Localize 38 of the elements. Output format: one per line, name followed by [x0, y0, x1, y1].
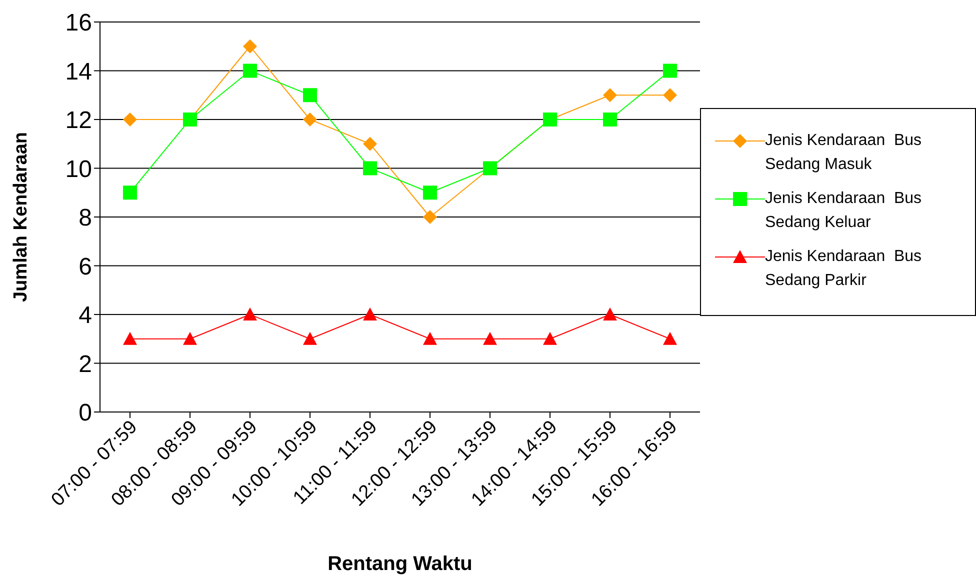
point	[423, 210, 437, 224]
y-tick-label: 8	[78, 204, 92, 232]
point	[603, 88, 617, 102]
legend-label: Jenis Kendaraan Bus Sedang Keluar	[765, 189, 923, 233]
y-tick-label: 10	[65, 156, 92, 183]
y-tick-label: 6	[78, 253, 92, 280]
y-tick-label: 0	[78, 400, 92, 427]
point	[123, 186, 137, 200]
point	[543, 332, 557, 345]
point	[243, 39, 257, 54]
point	[243, 64, 257, 78]
y-tick-label: 12	[65, 107, 92, 134]
point	[603, 308, 617, 320]
point	[363, 136, 377, 151]
y-tick-label: 4	[78, 302, 92, 330]
point	[423, 332, 437, 345]
x-axis-title: Rentang Waktu	[328, 553, 472, 575]
point	[303, 332, 317, 345]
point	[483, 332, 497, 345]
point	[363, 161, 377, 176]
point	[363, 308, 377, 320]
y-tick-label: 2	[78, 350, 92, 378]
point	[123, 112, 137, 126]
point	[183, 332, 197, 345]
point	[303, 112, 317, 126]
point	[603, 112, 617, 126]
legend-label: Jenis Kendaraan Bus Sedang Parkir	[765, 247, 923, 291]
point	[663, 64, 677, 78]
point	[663, 332, 677, 345]
y-tick-label: 14	[65, 58, 92, 86]
point	[663, 88, 677, 102]
point	[123, 332, 137, 345]
point	[423, 186, 437, 200]
y-tick-label: 16	[65, 10, 92, 37]
y-axis-title: Jumlah Kendaraan	[10, 132, 32, 302]
point	[243, 308, 257, 320]
point	[303, 88, 317, 102]
legend-label: Jenis Kendaraan Bus Sedang Masuk	[765, 131, 923, 175]
